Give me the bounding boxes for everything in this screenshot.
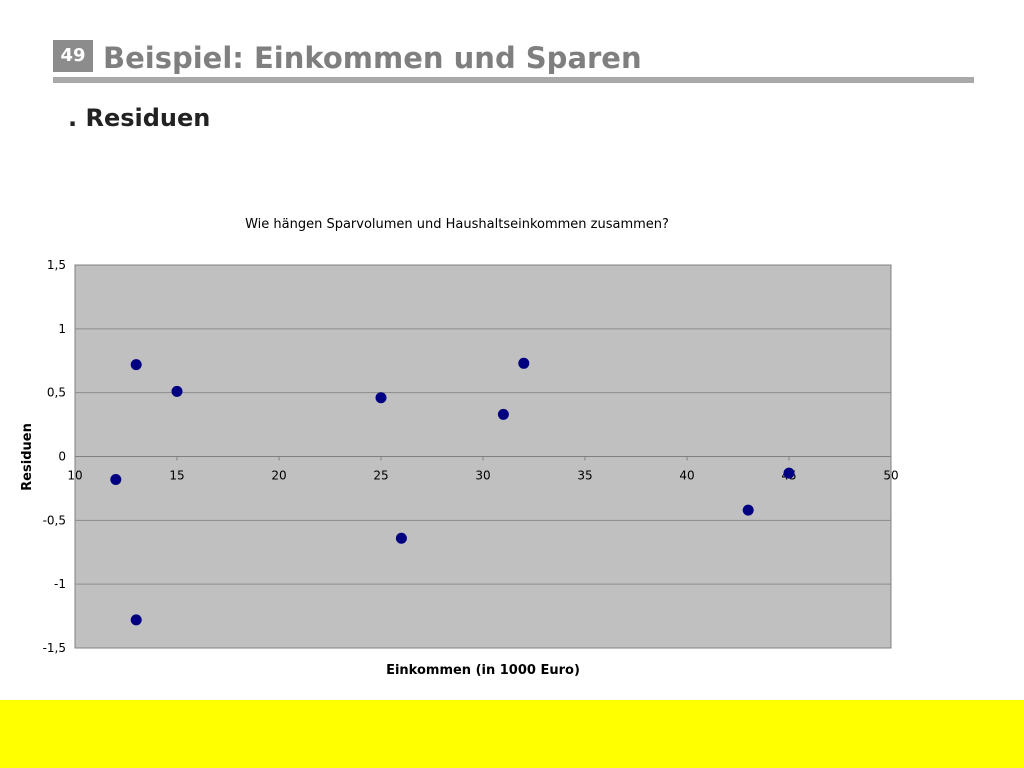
data-point [497,408,509,420]
y-axis: 1,5 1 0,5 0 -0,5 -1 -1,5 [43,258,66,655]
x-tick-label: 30 [475,469,490,483]
footer-band [0,700,1024,768]
x-tick-label: 10 [67,469,82,483]
grid-lines [75,328,891,585]
y-tick-label: 0 [58,450,66,464]
y-tick-label: 1 [58,322,66,336]
data-point [130,614,142,626]
scatter-chart: Wie hängen Sparvolumen und Haushaltseink… [20,217,899,678]
y-tick-label: -1 [54,577,66,591]
x-axis [74,456,892,461]
x-tick-label: 20 [271,469,286,483]
data-point [742,504,754,516]
y-tick-label: 1,5 [47,258,66,272]
x-tick-label: 40 [679,469,694,483]
y-tick-label: -1,5 [43,641,66,655]
data-point [110,473,122,485]
data-point [130,359,142,371]
y-tick-label: -0,5 [43,513,66,527]
x-tick-label: 15 [169,469,184,483]
x-axis-label: Einkommen (in 1000 Euro) [386,663,580,678]
data-point [375,392,387,404]
y-axis-label: Residuen [20,423,35,491]
y-tick-label: 0,5 [47,386,66,400]
x-tick-label: 25 [373,469,388,483]
data-point [171,385,183,397]
chart-title: Wie hängen Sparvolumen und Haushaltseink… [245,217,669,232]
x-tick-label: 50 [883,469,898,483]
bullet-text: . Residuen [68,104,211,132]
slide-title: Beispiel: Einkommen und Sparen [103,41,642,75]
x-tick-label: 35 [577,469,592,483]
data-points [110,357,795,626]
title-divider [53,77,974,83]
data-point [518,357,530,369]
data-point [395,532,407,544]
data-point [783,467,795,479]
slide-number: 49 [53,40,93,72]
